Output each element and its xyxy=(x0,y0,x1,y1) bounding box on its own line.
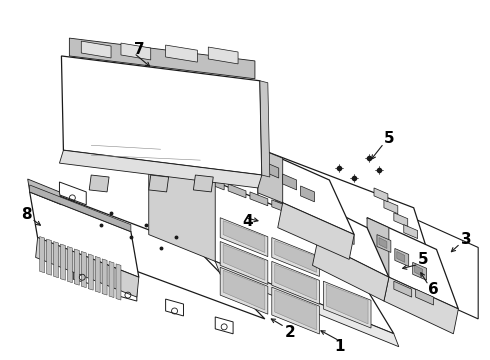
Polygon shape xyxy=(272,287,319,334)
Polygon shape xyxy=(56,195,265,319)
Polygon shape xyxy=(415,265,422,276)
Polygon shape xyxy=(68,247,73,283)
Polygon shape xyxy=(268,163,322,193)
Polygon shape xyxy=(326,284,368,324)
Polygon shape xyxy=(275,290,317,330)
Polygon shape xyxy=(119,284,137,301)
Polygon shape xyxy=(194,175,213,192)
Polygon shape xyxy=(81,41,111,58)
Polygon shape xyxy=(278,203,354,260)
Polygon shape xyxy=(30,185,131,231)
Polygon shape xyxy=(116,264,121,300)
Polygon shape xyxy=(228,184,246,198)
Polygon shape xyxy=(109,261,114,298)
Text: 5: 5 xyxy=(384,131,394,146)
Polygon shape xyxy=(294,192,389,277)
Polygon shape xyxy=(74,249,79,285)
Polygon shape xyxy=(223,221,265,252)
Polygon shape xyxy=(276,193,330,223)
Polygon shape xyxy=(272,261,319,304)
Polygon shape xyxy=(272,200,290,214)
Polygon shape xyxy=(102,259,107,295)
Polygon shape xyxy=(374,188,388,202)
Polygon shape xyxy=(394,213,408,227)
Polygon shape xyxy=(215,261,399,347)
Polygon shape xyxy=(59,150,262,188)
Text: 2: 2 xyxy=(284,325,295,340)
Polygon shape xyxy=(322,217,336,233)
Text: 8: 8 xyxy=(22,207,32,222)
Polygon shape xyxy=(258,148,283,203)
Polygon shape xyxy=(300,186,315,202)
Polygon shape xyxy=(305,205,318,221)
Polygon shape xyxy=(220,242,268,284)
Polygon shape xyxy=(272,238,319,276)
Polygon shape xyxy=(377,235,391,252)
Polygon shape xyxy=(258,148,478,319)
Polygon shape xyxy=(223,244,265,280)
Polygon shape xyxy=(61,56,262,175)
Polygon shape xyxy=(166,45,197,62)
Polygon shape xyxy=(367,218,458,309)
Polygon shape xyxy=(59,182,86,205)
Polygon shape xyxy=(149,155,215,261)
Polygon shape xyxy=(121,43,151,60)
Polygon shape xyxy=(258,148,429,255)
Polygon shape xyxy=(250,192,268,206)
Polygon shape xyxy=(416,289,434,305)
Polygon shape xyxy=(70,38,255,79)
Polygon shape xyxy=(272,178,326,208)
Polygon shape xyxy=(313,242,389,301)
Polygon shape xyxy=(413,262,427,280)
Polygon shape xyxy=(404,225,417,239)
Polygon shape xyxy=(215,317,233,334)
Polygon shape xyxy=(340,229,354,244)
Polygon shape xyxy=(283,174,296,190)
Polygon shape xyxy=(275,240,317,272)
Polygon shape xyxy=(184,168,202,182)
Polygon shape xyxy=(28,179,61,205)
Polygon shape xyxy=(397,251,405,262)
Polygon shape xyxy=(275,264,317,300)
Polygon shape xyxy=(265,162,279,178)
Polygon shape xyxy=(379,238,387,248)
Polygon shape xyxy=(394,281,412,297)
Polygon shape xyxy=(89,175,109,192)
Polygon shape xyxy=(166,299,183,316)
Polygon shape xyxy=(88,254,93,290)
Polygon shape xyxy=(53,242,58,278)
Polygon shape xyxy=(395,248,409,266)
Text: 5: 5 xyxy=(418,252,429,267)
Text: 4: 4 xyxy=(243,214,253,229)
Polygon shape xyxy=(208,47,238,64)
Polygon shape xyxy=(384,200,398,214)
Polygon shape xyxy=(206,176,224,190)
Text: 3: 3 xyxy=(461,232,471,247)
Polygon shape xyxy=(260,81,270,177)
Text: 1: 1 xyxy=(334,339,344,354)
Polygon shape xyxy=(323,281,371,328)
Polygon shape xyxy=(163,160,180,174)
Polygon shape xyxy=(36,238,139,297)
Polygon shape xyxy=(384,277,458,334)
Polygon shape xyxy=(149,175,169,192)
Polygon shape xyxy=(74,267,91,284)
Polygon shape xyxy=(30,192,139,277)
Polygon shape xyxy=(149,155,394,334)
Polygon shape xyxy=(220,218,268,257)
Polygon shape xyxy=(47,239,51,275)
Polygon shape xyxy=(367,218,389,277)
Text: 7: 7 xyxy=(133,41,144,57)
Polygon shape xyxy=(40,237,45,273)
Polygon shape xyxy=(81,251,86,288)
Text: 6: 6 xyxy=(428,282,439,297)
Polygon shape xyxy=(294,192,318,242)
Polygon shape xyxy=(60,244,65,280)
Polygon shape xyxy=(95,256,100,293)
Polygon shape xyxy=(220,267,268,314)
Polygon shape xyxy=(223,270,265,310)
Polygon shape xyxy=(258,148,354,235)
